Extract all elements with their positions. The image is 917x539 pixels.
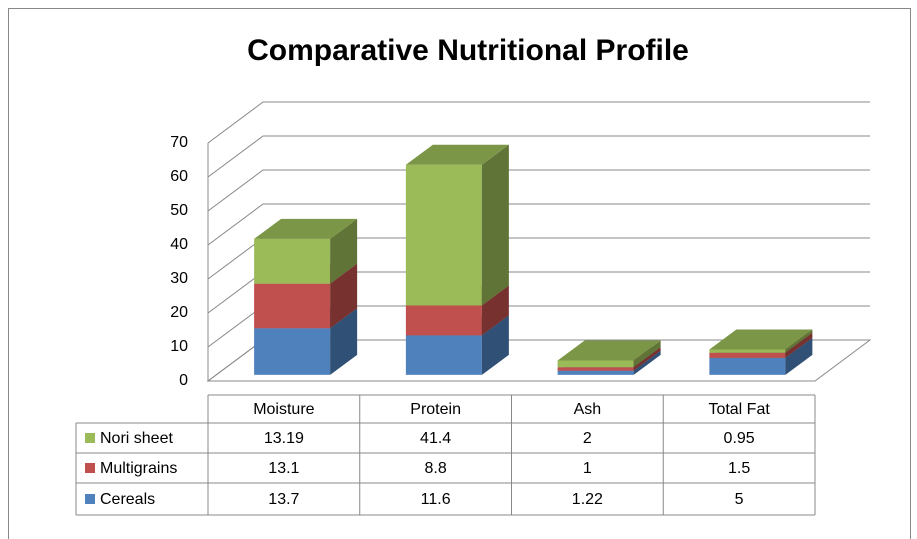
y-tick-label: 60 [170,168,188,185]
table-cell: 1.5 [728,460,750,477]
table-cell: 41.4 [420,430,451,447]
bar-side [481,144,509,306]
x-tick-label: Protein [410,401,461,418]
table-cell: 0.95 [724,430,755,447]
bar-segment [405,335,482,375]
bar-segment [709,349,786,353]
bar-segment [557,367,634,371]
bar-segment [709,352,786,358]
y-tick-label: 0 [179,372,188,389]
legend-key [85,494,95,504]
legend-label: Nori sheet [100,430,173,447]
bar-top [405,144,509,165]
bar-side [330,263,358,329]
bar-segment [709,357,786,375]
legend-key [85,463,95,473]
y-tick-label: 30 [170,270,188,287]
y-tick-label: 20 [170,304,188,321]
grid-line [207,203,870,246]
table-cell: 13.1 [268,460,299,477]
bar-segment [254,283,331,329]
bar-side [785,329,813,353]
bar-side [481,285,509,336]
y-tick-label: 40 [170,236,188,253]
bar-side [481,315,509,375]
bar-segment [557,360,634,368]
bar-top [709,329,813,350]
table-cell: 13.7 [268,491,299,508]
table-cell: 1.22 [572,491,603,508]
legend-label: Cereals [100,491,155,508]
chart-frame [8,8,911,539]
grid-line [207,135,870,178]
table-cell: 11.6 [421,491,451,508]
bar-side [633,340,661,368]
grid-line [207,169,870,212]
bar-top [557,340,661,361]
bar-segment [254,238,331,284]
x-tick-label: Total Fat [708,401,770,418]
y-tick-label: 70 [170,134,188,151]
y-tick-label: 10 [170,338,188,355]
bar-segment [557,370,634,375]
legend-key [85,433,95,443]
x-tick-label: Ash [574,401,602,418]
bar-side [785,332,813,358]
bar-side [633,347,661,371]
bar-side [330,218,358,284]
legend-label: Multigrains [100,460,177,477]
x-tick-label: Moisture [253,401,314,418]
bar-side [785,337,813,375]
bar-top [254,218,358,239]
bar-segment [254,328,331,375]
table-cell: 8.8 [425,460,447,477]
table-cell: 5 [735,491,744,508]
table-cell: 1 [583,460,592,477]
bar-segment [405,305,482,336]
table-cell: 2 [583,430,592,447]
bar-side [330,308,358,375]
grid-line [207,101,870,144]
bar-side [633,350,661,375]
chart-title: Comparative Nutritional Profile [247,34,689,67]
bar-segment [405,164,482,306]
table-cell: 13.19 [264,430,304,447]
y-tick-label: 50 [170,202,188,219]
